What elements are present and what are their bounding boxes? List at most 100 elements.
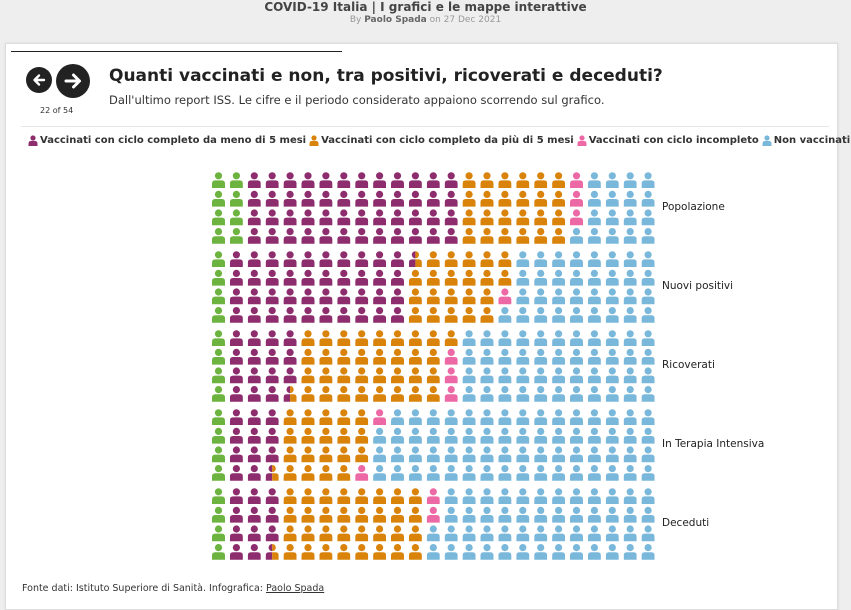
person-icon [516, 386, 530, 402]
person-icon [283, 525, 297, 542]
person-icon [319, 506, 333, 523]
person-icon [552, 525, 566, 542]
person-icon [265, 288, 279, 305]
person-icon [373, 251, 387, 267]
arrow-right-icon [64, 73, 81, 89]
person-icon [444, 251, 458, 267]
person-icon [623, 427, 637, 444]
person-icon [552, 288, 566, 305]
person-icon [301, 525, 315, 542]
person-icon [444, 288, 458, 305]
person-icon [516, 172, 530, 188]
person-icon [265, 172, 279, 188]
person-icon [283, 172, 297, 188]
person-icon [462, 288, 476, 305]
person-icon [373, 427, 387, 444]
person-icon [444, 307, 458, 323]
next-slide-button[interactable] [56, 64, 90, 98]
person-icon [534, 209, 548, 226]
person-icon [641, 544, 655, 560]
person-icon [623, 544, 637, 560]
person-icon [605, 307, 619, 323]
person-icon [587, 228, 601, 244]
prev-slide-button[interactable] [26, 67, 52, 93]
person-icon [426, 544, 440, 560]
person-icon [355, 506, 369, 523]
person-icon [408, 427, 422, 444]
person-icon [641, 209, 655, 226]
person-icon [212, 251, 225, 267]
person-icon [337, 190, 351, 207]
person-icon [552, 427, 566, 444]
person-icon [587, 386, 601, 402]
person-icon [337, 386, 351, 402]
person-icon [605, 288, 619, 305]
person-icon [337, 367, 351, 384]
person-icon [641, 288, 655, 305]
person-icon [301, 544, 315, 560]
group-label: Nuovi positivi [662, 280, 734, 292]
person-icon [265, 488, 279, 504]
person-icon [480, 465, 494, 481]
person-icon [355, 525, 369, 542]
person-icon [408, 544, 422, 560]
person-icon [229, 465, 243, 481]
person-icon [516, 525, 530, 542]
person-icon [229, 409, 243, 425]
person-icon [641, 172, 655, 188]
person-icon [570, 446, 583, 463]
person-icon [426, 269, 440, 286]
person-icon [247, 488, 261, 504]
person-icon [641, 269, 655, 286]
person-icon [534, 409, 548, 425]
person-icon [570, 488, 583, 504]
person-icon [265, 251, 279, 267]
person-icon [337, 269, 351, 286]
person-icon [229, 446, 243, 463]
person-icon [480, 409, 494, 425]
person-icon [355, 488, 369, 504]
person-icon [426, 446, 440, 463]
person-icon [462, 190, 476, 207]
person-icon [319, 190, 333, 207]
person-icon [301, 465, 315, 481]
person-icon [552, 209, 566, 226]
person-icon [444, 330, 458, 346]
person-icon [283, 446, 297, 463]
pictogram-group [212, 488, 655, 560]
person-icon [462, 386, 476, 402]
person-icon [516, 288, 530, 305]
person-icon [408, 525, 422, 542]
person-icon [641, 488, 655, 504]
author-link[interactable]: Paolo Spada [364, 15, 427, 25]
pictogram-chart[interactable] [6, 44, 837, 574]
person-icon [391, 307, 404, 323]
person-icon [337, 525, 351, 542]
person-icon [337, 427, 351, 444]
person-icon [283, 228, 297, 244]
group-label: Popolazione [662, 201, 725, 213]
person-icon [355, 409, 369, 425]
person-icon [552, 251, 566, 267]
person-icon [337, 209, 351, 226]
person-icon [570, 386, 583, 402]
person-icon [229, 348, 243, 365]
person-icon [290, 386, 297, 402]
pictogram-group [212, 330, 655, 402]
person-icon [462, 525, 476, 542]
person-icon [480, 251, 494, 267]
person-icon [301, 348, 315, 365]
byline-date: on 27 Dec 2021 [429, 15, 502, 25]
source-author-link[interactable]: Paolo Spada [266, 583, 325, 594]
person-icon [229, 228, 243, 244]
slide-subtitle: Dall'ultimo report ISS. Le cifre e il pe… [109, 93, 605, 107]
person-icon [587, 307, 601, 323]
person-icon [265, 228, 279, 244]
person-icon [301, 367, 315, 384]
person-icon [212, 506, 225, 523]
person-icon [247, 172, 261, 188]
person-icon [498, 307, 512, 323]
person-icon [641, 251, 655, 267]
person-icon [641, 307, 655, 323]
legend-item: Vaccinati con ciclo completo da meno di … [28, 135, 306, 146]
